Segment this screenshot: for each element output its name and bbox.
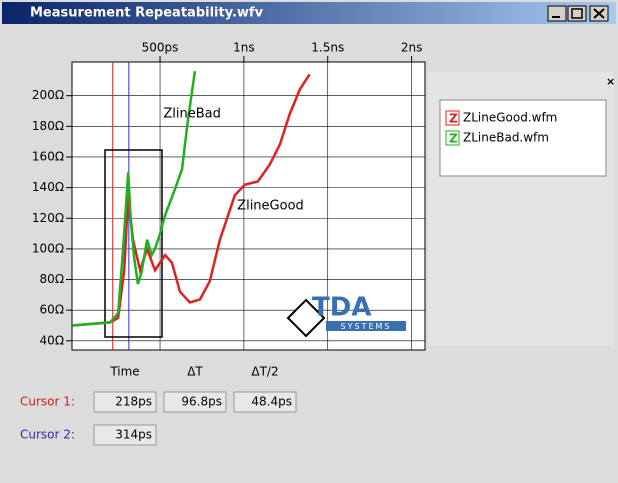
- legend-box: [439, 99, 607, 177]
- value-text: 96.8ps: [181, 395, 222, 409]
- x-tick-label: 500ps: [142, 41, 179, 55]
- legend-icon: [445, 110, 460, 126]
- y-tick-label: 60Ω: [40, 303, 64, 317]
- legend-label: ZLineGood.wfm: [463, 111, 557, 125]
- value-box: [163, 391, 227, 413]
- legend-icon-letter: Z: [449, 112, 458, 126]
- value-box: [233, 391, 297, 413]
- x-tick-label: 2ns: [401, 41, 423, 55]
- y-tick-label: 120Ω: [32, 211, 64, 225]
- series-line: [72, 73, 311, 327]
- legend-label: ZLineBad.wfm: [463, 131, 549, 145]
- value-box: [93, 424, 157, 446]
- value-text: 218ps: [115, 395, 152, 409]
- title-bar: [2, 2, 616, 24]
- panel-close[interactable]: ×: [606, 75, 615, 88]
- value-text: 48.4ps: [251, 395, 292, 409]
- value-box: [93, 391, 157, 413]
- annotation: ZlineGood: [237, 199, 304, 214]
- logo-bar: [326, 321, 406, 331]
- x-tick-label: 1ns: [233, 41, 255, 55]
- table-header: Time: [109, 365, 139, 379]
- y-tick-label: 140Ω: [32, 180, 64, 194]
- y-tick-label: 100Ω: [32, 241, 64, 255]
- window-buttons[interactable]: [547, 5, 609, 22]
- logo-diamond: [286, 298, 326, 338]
- logo-name: TDA: [312, 293, 371, 323]
- y-tick-label: 80Ω: [40, 272, 64, 286]
- zoom-box: [104, 149, 163, 338]
- annotation: ZlineBad: [163, 107, 221, 122]
- table-header: ΔT/2: [251, 365, 278, 379]
- y-tick-label: 200Ω: [32, 88, 64, 102]
- x-tick-label: 1.5ns: [311, 41, 344, 55]
- table-header: ΔT: [187, 365, 203, 379]
- row-label: Cursor 1:: [20, 395, 75, 409]
- y-tick-label: 40Ω: [40, 333, 64, 347]
- series-line: [72, 71, 197, 327]
- window-title: Measurement Repeatability.wfv: [30, 6, 264, 21]
- value-text: 314ps: [115, 428, 152, 442]
- y-tick-label: 160Ω: [32, 149, 64, 163]
- logo-sub: SYSTEMS: [341, 322, 392, 331]
- legend-icon-letter: Z: [449, 132, 458, 146]
- y-tick-label: 180Ω: [32, 119, 64, 133]
- row-label: Cursor 2:: [20, 428, 75, 442]
- legend-icon: [445, 130, 460, 146]
